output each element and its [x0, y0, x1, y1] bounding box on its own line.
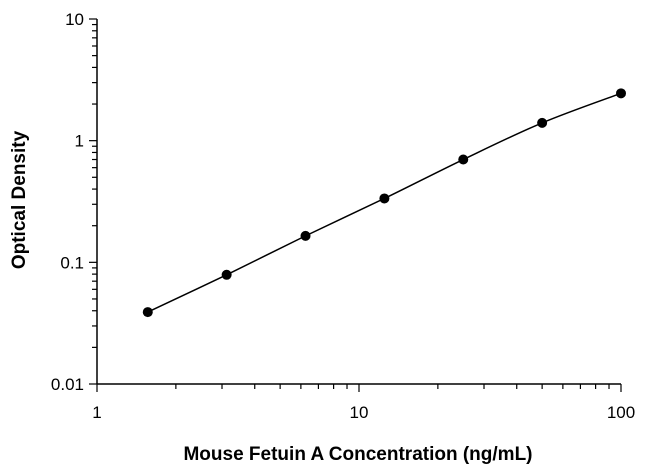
ticks	[89, 18, 622, 392]
y-axis-title: Optical Density	[9, 130, 30, 269]
data-point	[616, 88, 626, 99]
y-tick-label: 1	[75, 132, 84, 151]
data-point	[379, 193, 390, 204]
tick-labels: 1 10 100 10 1 0.1 0.01	[51, 10, 635, 422]
data-point	[300, 230, 311, 241]
data-point	[142, 307, 153, 318]
x-axis-title: Mouse Fetuin A Concentration (ng/mL)	[183, 444, 532, 465]
y-tick-label: 0.1	[60, 253, 84, 272]
data-point	[221, 269, 232, 280]
x-tick-label: 10	[350, 403, 369, 422]
x-tick-label: 100	[607, 403, 635, 422]
data-point	[537, 117, 548, 128]
x-tick-label: 1	[92, 403, 101, 422]
axes	[96, 19, 621, 385]
y-tick-label: 0.01	[51, 375, 84, 394]
data-points	[142, 88, 626, 318]
data-point	[458, 154, 469, 165]
y-tick-label: 10	[65, 10, 84, 29]
